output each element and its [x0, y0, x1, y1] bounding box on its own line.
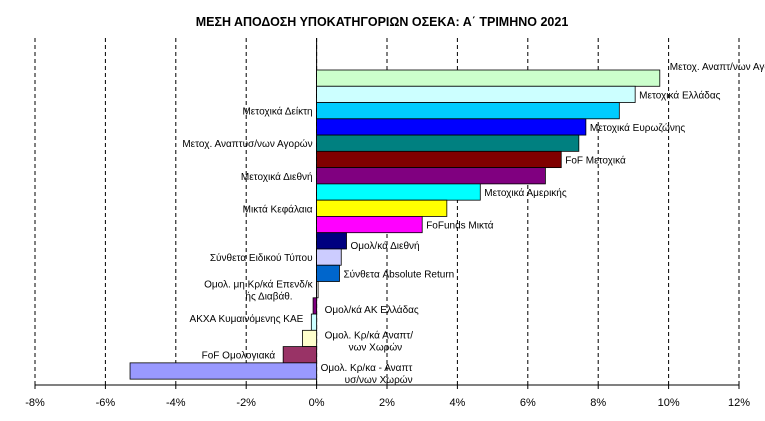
category-label: FoFunds Μικτά [426, 220, 494, 232]
bar [316, 183, 481, 201]
category-labels: Μετοχ. Αναπτ/νων Αγορών Μετοχικά Ελλάδας Μ… [182, 61, 765, 386]
category-label: Σύνθετα Ειδικού Τύπου [210, 252, 313, 264]
category-label: Μετοχ. Αναπτυσ/νων Αγορών [182, 138, 312, 150]
category-label: Μετοχικά Ευρωζώνης [590, 122, 686, 134]
bar [316, 102, 620, 120]
x-tick-label: 8% [590, 397, 606, 409]
x-tick-label: 0% [309, 397, 325, 409]
category-label: Ομολ. Κρ/κά Αναπτ/νων Χωρών [325, 329, 414, 353]
category-label: FoF Ομολογιακά [202, 350, 276, 362]
bar [282, 346, 318, 364]
bar [316, 281, 319, 299]
bar [316, 134, 580, 152]
category-label: Μετοχ. Αναπτ/νων Αγορών [670, 61, 765, 73]
category-label: Ομολ/κά ΑΚ Ελλάδας [325, 304, 419, 316]
x-tick-label: -4% [166, 397, 186, 409]
x-tick-label: 2% [379, 397, 395, 409]
chart-title: ΜΕΣΗ ΑΠΟΔΟΣΗ ΥΠΟΚΑΤΗΓΟΡΙΩΝ ΟΣΕΚΑ: Α΄ ΤΡΙ… [196, 15, 569, 29]
bar [316, 150, 562, 169]
x-tick-label: -8% [25, 397, 45, 409]
bar [316, 248, 342, 266]
category-label: Σύνθετα Absolute Return [343, 268, 454, 280]
category-label: FoF Μετοχικά [565, 154, 626, 166]
bar [312, 297, 317, 315]
category-label: Μετοχικά Διεθνή [241, 171, 313, 183]
category-label: ΑΚΧΑ Κυμαινόμενης ΚΑΕ [190, 313, 304, 325]
category-label: Ομολ. Κρ/κα - Αναπτ υσ/νων Χωρών [321, 363, 413, 386]
x-axis: -8% -6% -4% -2% 0% 2% 4% 6% 8% 10% 12% [25, 384, 750, 409]
bar [316, 69, 661, 87]
bar [316, 199, 448, 217]
category-label: Μετοχικά Ελλάδας [639, 89, 720, 101]
category-label: Ομολ. μη Κρ/κά Επενδ/κ ής Διαβάθ. [204, 279, 314, 303]
category-label: Μετοχικά Αμερικής [484, 187, 567, 199]
bar [316, 118, 587, 136]
category-label: Μετοχικά Δείκτη [242, 106, 312, 118]
bar [316, 216, 423, 234]
x-tick-label: 4% [449, 397, 465, 409]
x-tick-label: -2% [236, 397, 256, 409]
bar [316, 264, 340, 282]
x-tick-label: 6% [520, 397, 536, 409]
bar [316, 232, 347, 250]
x-tick-label: 10% [658, 397, 680, 409]
bars [129, 69, 661, 380]
x-tick-label: 12% [728, 397, 750, 409]
bar [316, 167, 546, 185]
category-label: Μικτά Κεφάλαια [243, 203, 313, 215]
bar [310, 313, 318, 331]
bar [302, 329, 317, 347]
x-tick-label: -6% [96, 397, 116, 409]
category-label: Ομολ/κά Διεθνή [351, 240, 420, 252]
bar [129, 362, 317, 380]
bar [316, 85, 636, 103]
